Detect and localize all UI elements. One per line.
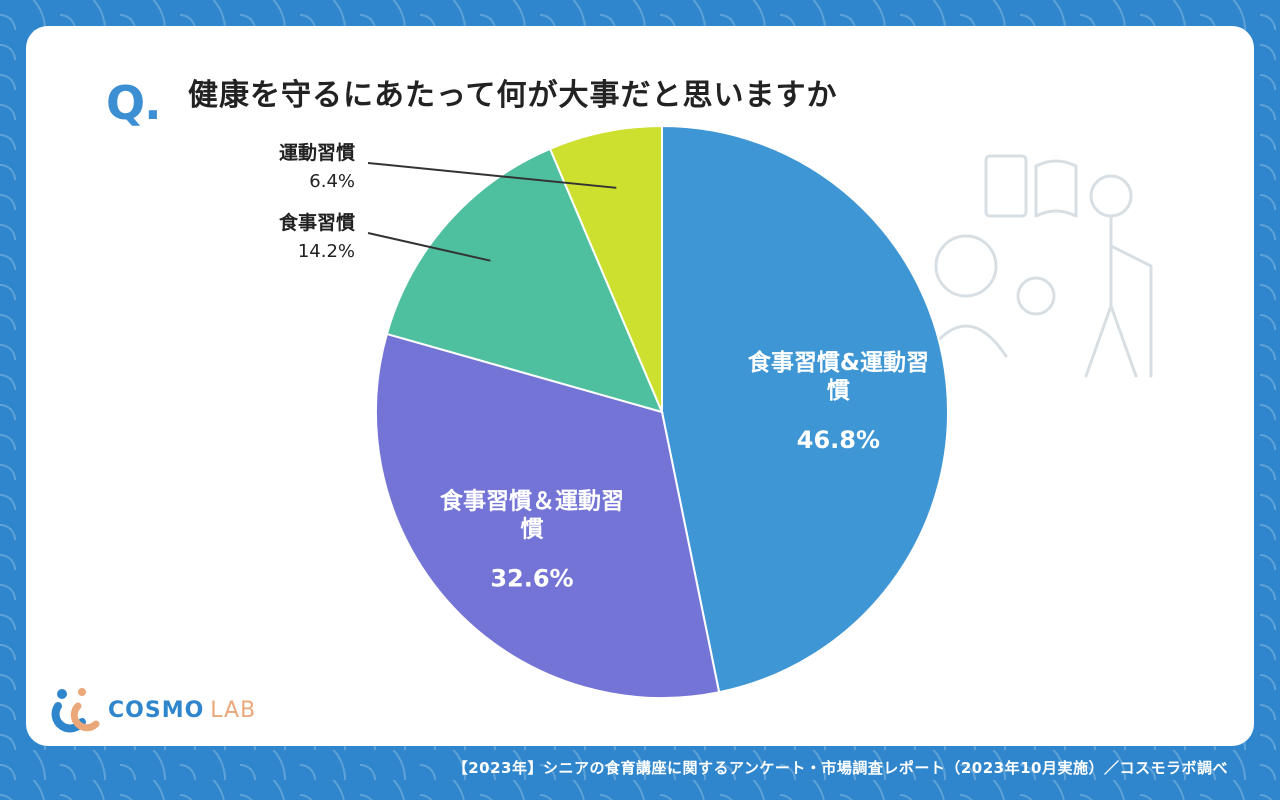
source-footer: 【2023年】シニアの食育講座に関するアンケート・市場調査レポート（2023年1… [452,759,1228,777]
slice-1-label-line-2: 慣 [826,377,850,404]
slice-4-leader-line [367,162,617,189]
pie-slice-4 [548,124,663,413]
slice-3-value-label: 14.2% [298,241,355,262]
question-mark: Q. [106,76,162,130]
slice-3-label: 食事習慣 [279,211,355,234]
logo-sub-text: LAB [210,698,257,723]
slice-3-leader-line [367,232,491,262]
slice-4-label: 運動習慣 [279,141,355,164]
chart-title: 健康を守るにあたって何が大事だと思いますか [188,78,838,113]
logo-text: COSMO LAB [108,698,256,723]
slice-2-value-label: 32.6% [490,565,573,593]
pie-slice-2 [375,332,721,699]
slice-2-label-line-2: 慣 [519,516,543,543]
cosmo-lab-emblem-icon [51,688,100,733]
slice-2-label-line-1: 食事習慣＆運動習 [440,488,624,515]
cosmo-lab-logo: COSMO LAB [48,686,268,736]
pie-slice-3 [385,147,664,414]
slice-4-value-label: 6.4% [309,171,355,192]
logo-main-text: COSMO [108,698,205,723]
slice-1-label-line-1: 食事習慣&運動習 [748,349,929,376]
pie-slice-1 [661,124,950,694]
slice-1-value-label: 46.8% [797,426,880,454]
